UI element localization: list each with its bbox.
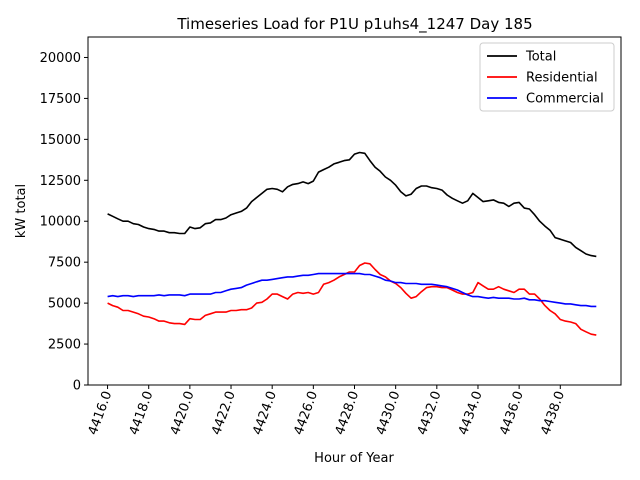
y-tick-label: 20000 bbox=[40, 51, 81, 66]
series-layer bbox=[107, 151, 597, 336]
plot-area bbox=[87, 36, 622, 386]
x-axis-label: Hour of Year bbox=[314, 451, 394, 466]
legend: Total Residential Commercial bbox=[479, 42, 615, 112]
y-tick-label: 5000 bbox=[48, 297, 81, 312]
series-line-commercial bbox=[107, 272, 597, 308]
legend-label-total: Total bbox=[525, 50, 556, 65]
y-tick-label: 7500 bbox=[48, 256, 81, 271]
series-line-residential bbox=[107, 262, 597, 336]
legend-box bbox=[479, 42, 615, 112]
y-axis-label: kW total bbox=[14, 184, 29, 238]
legend-label-residential: Residential bbox=[526, 71, 598, 86]
y-tick-label: 2500 bbox=[48, 338, 81, 353]
y-tick-label: 0 bbox=[73, 379, 81, 394]
y-tick-label: 15000 bbox=[40, 133, 81, 148]
chart-title: Timeseries Load for P1U p1uhs4_1247 Day … bbox=[176, 15, 532, 34]
y-tick-label: 17500 bbox=[40, 92, 81, 107]
legend-label-commercial: Commercial bbox=[526, 92, 604, 107]
y-axis: 0 2500 5000 7500 10000 12500 15000 17500 20000 bbox=[40, 51, 88, 394]
y-tick-label: 12500 bbox=[40, 174, 81, 189]
y-tick-label: 10000 bbox=[40, 215, 81, 230]
series-line-total bbox=[107, 151, 597, 258]
